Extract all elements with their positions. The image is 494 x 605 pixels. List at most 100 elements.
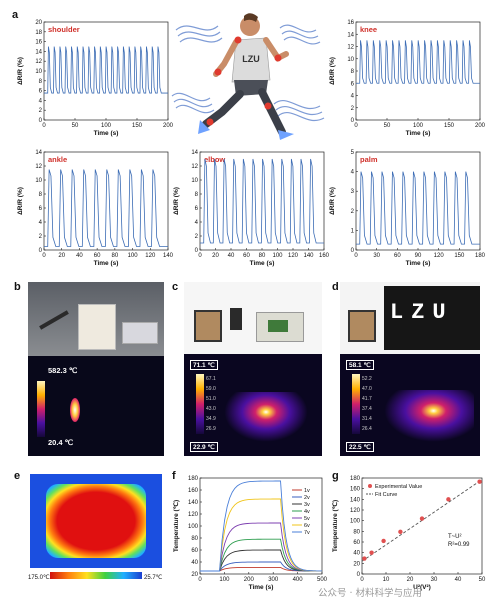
x-tick-label: 50 [72, 123, 79, 129]
x-tick-label: 180 [475, 253, 486, 259]
x-axis-label: Time (s) [249, 584, 274, 591]
y-axis-label: ΔR/R (%) [329, 57, 336, 85]
x-tick-label: 120 [145, 253, 156, 259]
y-tick-label: 140 [350, 497, 361, 503]
x-tick-label: 30 [373, 253, 380, 259]
x-axis-label: Time (s) [406, 130, 431, 137]
y-tick-label: 20 [191, 572, 198, 578]
annotation-r2: R²=0.99 [448, 542, 470, 548]
panel-d-photo: LZU 58.1 ℃ 22.5 ℃ 52.2 47.0 41.7 37.4 31… [340, 282, 480, 456]
x-tick-label: 100 [219, 577, 230, 583]
x-tick-label: 140 [163, 253, 174, 259]
x-tick-label: 90 [415, 253, 422, 259]
chart-title: knee [360, 25, 377, 34]
x-tick-label: 100 [413, 123, 424, 129]
y-tick-label: 3 [351, 189, 355, 195]
x-axis-label: Time (s) [250, 260, 275, 267]
x-tick-label: 200 [163, 123, 174, 129]
y-tick-label: 16 [347, 20, 354, 26]
y-tick-label: 0 [351, 248, 355, 254]
x-tick-label: 10 [383, 577, 390, 583]
y-tick-label: 0 [39, 248, 43, 254]
y-tick-label: 2 [351, 106, 355, 112]
data-point [398, 529, 403, 535]
heat-scale-bar [50, 572, 142, 579]
y-tick-label: 2 [39, 108, 43, 114]
panel-c-photo: 71.1 ℃ 22.9 ℃ 67.1 59.0 51.0 43.0 34.9 2… [184, 282, 322, 456]
y-tick-label: 60 [353, 540, 360, 546]
runner-illustration: LZU [171, 13, 325, 140]
x-tick-label: 0 [360, 577, 364, 583]
y-tick-label: 6 [351, 81, 355, 87]
sensor-ribbon-icon [279, 24, 321, 45]
x-tick-label: 160 [319, 253, 330, 259]
legend-marker [368, 484, 372, 488]
x-axis-label: Time (s) [94, 260, 119, 267]
lzu-sign-text: LZU [390, 300, 454, 325]
legend-label: 2v [304, 495, 310, 501]
y-tick-label: 2 [195, 234, 199, 240]
strain-signal-line [356, 40, 480, 84]
x-tick-label: 20 [407, 577, 414, 583]
x-tick-label: 30 [431, 577, 438, 583]
y-tick-label: 4 [195, 220, 199, 226]
x-tick-label: 200 [244, 577, 255, 583]
y-tick-label: 4 [39, 98, 43, 104]
y-tick-label: 1 [351, 228, 355, 234]
y-tick-label: 10 [35, 69, 42, 75]
y-tick-label: 40 [353, 551, 360, 557]
x-axis-label: Time (s) [406, 260, 431, 267]
y-tick-label: 0 [39, 118, 43, 124]
sensor-ribbon-icon [175, 25, 223, 43]
y-tick-label: 120 [188, 512, 199, 518]
y-tick-label: 20 [35, 20, 42, 26]
panel-label-g: g [332, 470, 339, 482]
min-temp-readout: 20.4 ℃ [48, 438, 74, 447]
min-temp-readout: 22.5 ℃ [346, 442, 374, 452]
y-tick-label: 100 [350, 519, 361, 525]
scale-tick: 59.0 [206, 386, 216, 392]
x-tick-label: 0 [198, 253, 202, 259]
y-tick-label: 10 [191, 178, 198, 184]
x-tick-label: 200 [475, 123, 486, 129]
chart-title: ankle [48, 155, 67, 164]
y-axis-label: ΔR/R (%) [329, 187, 336, 215]
x-tick-label: 100 [272, 253, 283, 259]
y-tick-label: 6 [39, 206, 43, 212]
data-point [477, 479, 482, 484]
y-tick-label: 4 [351, 94, 355, 100]
strain-signal-line [44, 46, 168, 94]
watermark-text: 公众号 · 材料科学与应用 [318, 588, 423, 599]
y-tick-label: 8 [39, 192, 43, 198]
y-tick-label: 14 [191, 150, 198, 156]
x-tick-label: 0 [198, 577, 202, 583]
y-tick-label: 12 [35, 59, 42, 65]
y-tick-label: 12 [35, 164, 42, 170]
y-tick-label: 14 [35, 49, 42, 55]
scale-tick: 37.4 [362, 406, 372, 412]
hotspot-glow [70, 398, 80, 422]
y-tick-label: 6 [39, 89, 43, 95]
x-tick-label: 0 [354, 253, 358, 259]
data-point [362, 556, 367, 561]
max-temp-readout: 582.3 ℃ [48, 366, 78, 375]
y-tick-label: 120 [350, 508, 361, 514]
y-axis-label: Temperature (℃) [331, 500, 339, 552]
scale-tick: 43.0 [206, 406, 216, 412]
sensor-ribbon-icon [171, 92, 215, 114]
y-tick-label: 10 [35, 178, 42, 184]
max-temp-readout: 71.1 ℃ [190, 360, 218, 370]
y-tick-label: 0 [195, 248, 199, 254]
y-tick-label: 60 [191, 548, 198, 554]
plot-frame [355, 21, 481, 121]
strain-signal-line [356, 171, 480, 245]
legend-label: Experimental Value [375, 484, 422, 490]
palm-strain-chart: 0 30 60 90 120 150 180 0 1 2 3 4 5 Time (s) ΔR/R (%) pa… [329, 150, 486, 267]
y-tick-label: 8 [351, 69, 355, 75]
panel-label-a: a [12, 9, 19, 21]
data-point [369, 550, 374, 555]
y-tick-label: 8 [195, 192, 199, 198]
scale-tick: 51.0 [206, 396, 216, 402]
x-tick-label: 500 [317, 577, 328, 583]
x-tick-label: 40 [228, 253, 235, 259]
